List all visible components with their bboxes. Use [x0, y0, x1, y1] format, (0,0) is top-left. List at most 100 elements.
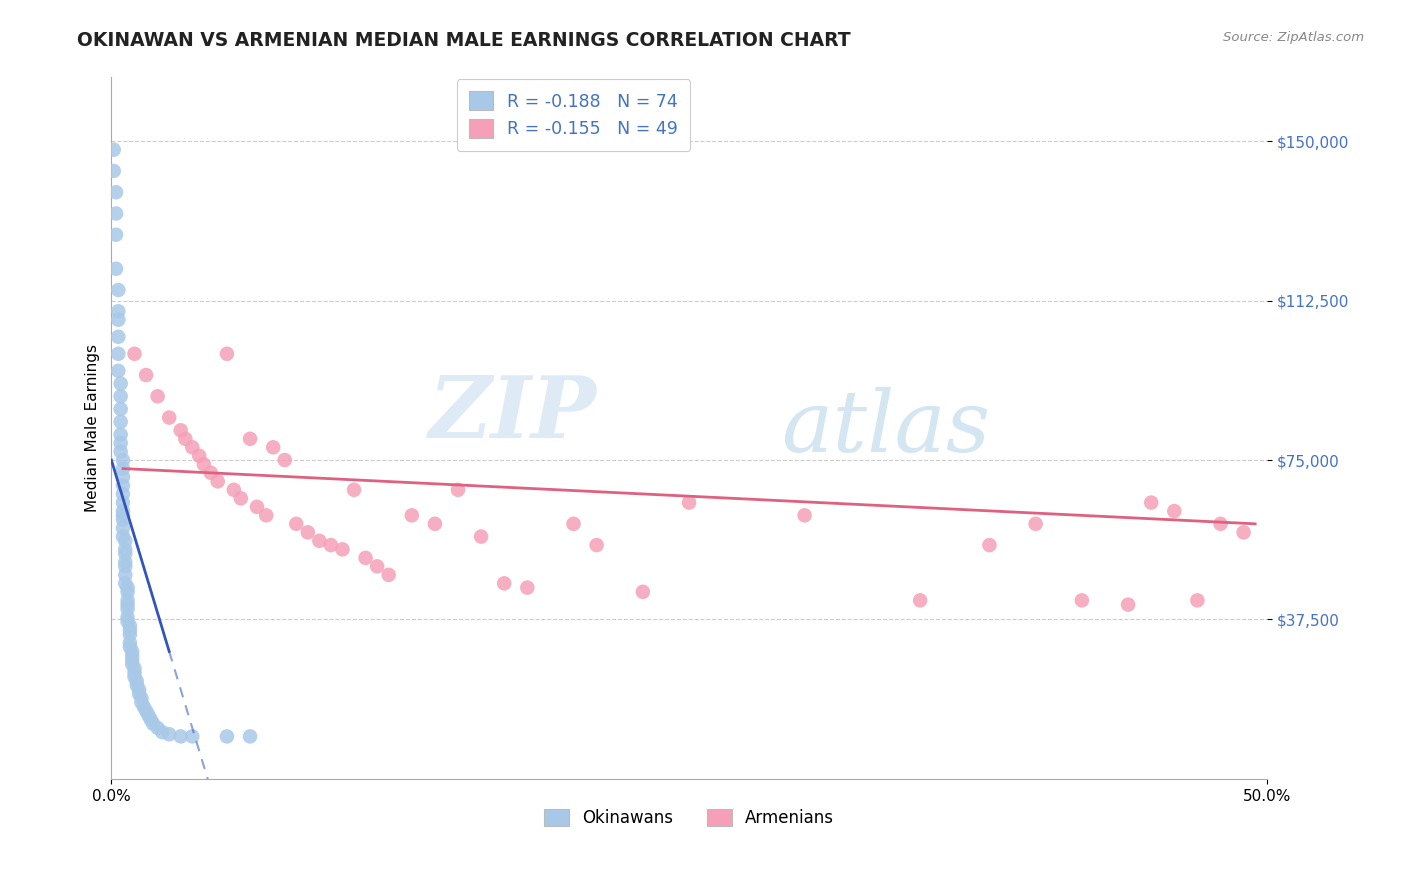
Point	[174, 432, 197, 446]
Point	[117, 593, 139, 607]
Point	[142, 716, 165, 731]
Point	[121, 644, 143, 658]
Point	[222, 483, 245, 497]
Point	[1187, 593, 1209, 607]
Point	[105, 206, 128, 220]
Point	[135, 704, 157, 718]
Point	[343, 483, 366, 497]
Point	[110, 427, 132, 442]
Point	[107, 330, 129, 344]
Point	[200, 466, 222, 480]
Point	[117, 615, 139, 629]
Point	[114, 547, 136, 561]
Legend: Okinawans, Armenians: Okinawans, Armenians	[537, 802, 841, 834]
Point	[111, 461, 134, 475]
Point	[132, 699, 155, 714]
Point	[103, 143, 125, 157]
Point	[131, 695, 153, 709]
Point	[118, 623, 141, 637]
Point	[146, 721, 169, 735]
Text: OKINAWAN VS ARMENIAN MEDIAN MALE EARNINGS CORRELATION CHART: OKINAWAN VS ARMENIAN MEDIAN MALE EARNING…	[77, 31, 851, 50]
Point	[110, 402, 132, 417]
Point	[181, 730, 204, 744]
Point	[908, 593, 931, 607]
Point	[170, 423, 193, 437]
Point	[117, 610, 139, 624]
Point	[401, 508, 423, 523]
Point	[111, 512, 134, 526]
Point	[631, 585, 654, 599]
Point	[125, 674, 148, 689]
Point	[516, 581, 538, 595]
Point	[114, 542, 136, 557]
Y-axis label: Median Male Earnings: Median Male Earnings	[86, 344, 100, 512]
Point	[105, 186, 128, 200]
Point	[107, 312, 129, 326]
Point	[117, 602, 139, 616]
Point	[117, 585, 139, 599]
Point	[150, 725, 173, 739]
Point	[215, 730, 238, 744]
Point	[124, 347, 146, 361]
Point	[118, 619, 141, 633]
Point	[979, 538, 1001, 552]
Text: ZIP: ZIP	[429, 372, 596, 456]
Point	[494, 576, 516, 591]
Point	[157, 410, 180, 425]
Point	[105, 261, 128, 276]
Point	[110, 436, 132, 450]
Point	[239, 730, 262, 744]
Point	[285, 516, 308, 531]
Point	[170, 730, 193, 744]
Point	[117, 598, 139, 612]
Point	[110, 389, 132, 403]
Point	[678, 495, 700, 509]
Point	[103, 164, 125, 178]
Point	[254, 508, 277, 523]
Point	[319, 538, 342, 552]
Point	[423, 516, 446, 531]
Point	[110, 415, 132, 429]
Point	[114, 533, 136, 548]
Point	[121, 653, 143, 667]
Point	[107, 364, 129, 378]
Point	[107, 283, 129, 297]
Point	[111, 487, 134, 501]
Point	[215, 347, 238, 361]
Point	[124, 665, 146, 680]
Point	[1140, 495, 1163, 509]
Point	[107, 347, 129, 361]
Text: atlas: atlas	[782, 387, 991, 469]
Point	[138, 708, 160, 723]
Point	[118, 640, 141, 654]
Point	[793, 508, 815, 523]
Point	[125, 678, 148, 692]
Point	[308, 533, 330, 548]
Point	[366, 559, 388, 574]
Point	[105, 227, 128, 242]
Text: Source: ZipAtlas.com: Source: ZipAtlas.com	[1223, 31, 1364, 45]
Point	[181, 440, 204, 454]
Point	[377, 567, 399, 582]
Point	[297, 525, 319, 540]
Point	[118, 636, 141, 650]
Point	[110, 376, 132, 391]
Point	[1070, 593, 1092, 607]
Point	[121, 657, 143, 672]
Point	[124, 670, 146, 684]
Point	[131, 691, 153, 706]
Point	[111, 495, 134, 509]
Point	[114, 567, 136, 582]
Point	[447, 483, 470, 497]
Point	[111, 478, 134, 492]
Point	[1163, 504, 1185, 518]
Point	[111, 521, 134, 535]
Point	[262, 440, 284, 454]
Point	[128, 682, 150, 697]
Point	[111, 504, 134, 518]
Point	[111, 508, 134, 523]
Point	[1025, 516, 1047, 531]
Point	[207, 475, 229, 489]
Point	[585, 538, 607, 552]
Point	[111, 470, 134, 484]
